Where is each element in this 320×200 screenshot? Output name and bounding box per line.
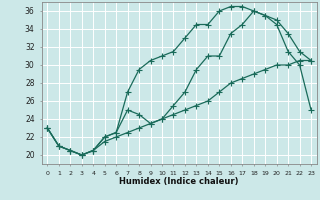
- X-axis label: Humidex (Indice chaleur): Humidex (Indice chaleur): [119, 177, 239, 186]
